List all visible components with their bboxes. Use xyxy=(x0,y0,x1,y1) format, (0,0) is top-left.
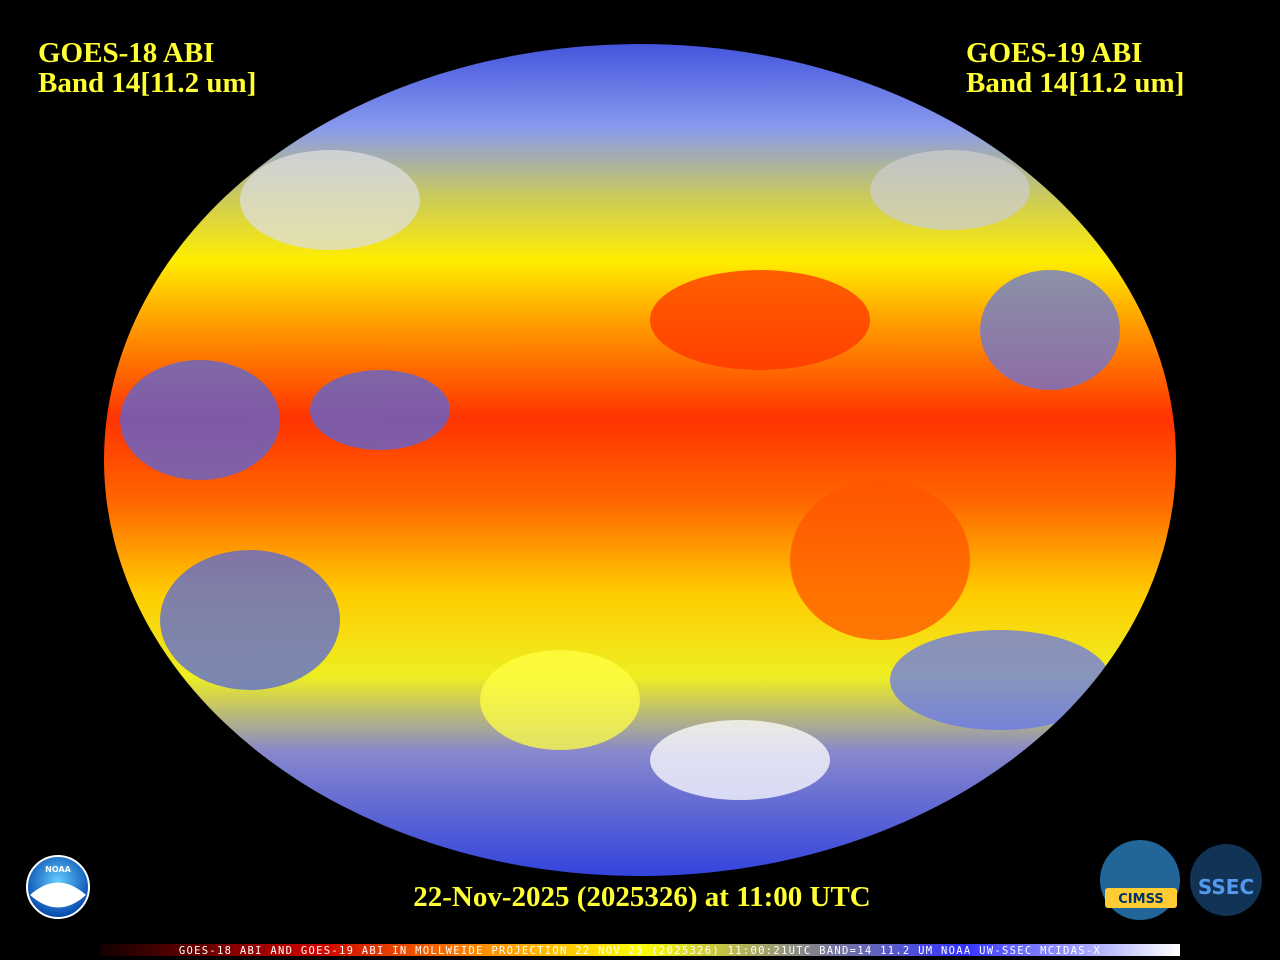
ssec-logo: SSEC xyxy=(1190,844,1262,916)
footer-caption: GOES-18 ABI AND GOES-19 ABI IN MOLLWEIDE… xyxy=(179,945,1101,957)
color-scale xyxy=(100,944,1180,956)
ssec-label: SSEC xyxy=(1198,875,1254,899)
noaa-logo: NOAA xyxy=(26,855,90,919)
right-band: Band 14[11.2 um] xyxy=(966,67,1184,99)
timestamp: 22-Nov-2025 (2025326) at 11:00 UTC xyxy=(413,881,871,913)
cloud-features xyxy=(120,150,1120,800)
noaa-label: NOAA xyxy=(45,865,71,874)
cimss-logo: CIMSS xyxy=(1100,840,1180,920)
left-title: GOES-18 ABI xyxy=(38,37,214,69)
cimss-label: CIMSS xyxy=(1118,892,1163,907)
left-band: Band 14[11.2 um] xyxy=(38,67,256,99)
right-title: GOES-19 ABI xyxy=(966,37,1142,69)
